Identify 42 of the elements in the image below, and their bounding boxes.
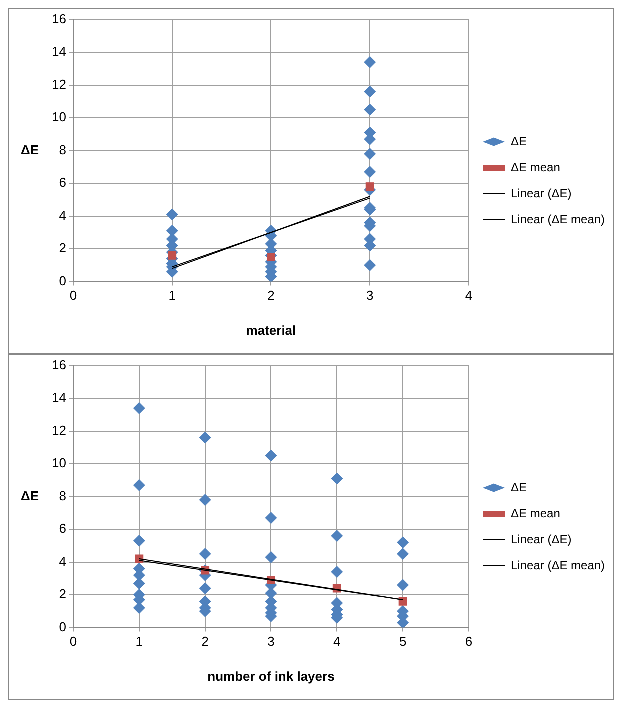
legend-label: ΔE mean xyxy=(511,506,560,520)
x-tick-label: 1 xyxy=(168,288,176,304)
y-tick-label: 16 xyxy=(52,11,66,26)
y-tick-label: 0 xyxy=(59,273,66,288)
legend-label: ΔE xyxy=(511,134,528,148)
y-tick-label: 8 xyxy=(59,488,66,504)
y-axis-title: ΔE xyxy=(21,142,40,158)
x-tick-label: 3 xyxy=(268,634,275,650)
x-tick-label: 5 xyxy=(399,634,407,650)
x-tick-label: 4 xyxy=(334,634,341,650)
legend-label: Linear (ΔE) xyxy=(511,186,572,200)
legend-label: ΔE mean xyxy=(511,160,560,174)
y-tick-label: 14 xyxy=(52,390,66,406)
y-tick-label: 10 xyxy=(52,110,66,125)
x-tick-label: 2 xyxy=(268,288,275,304)
y-tick-label: 8 xyxy=(59,142,66,158)
y-tick-label: 2 xyxy=(59,240,66,256)
x-tick-label: 4 xyxy=(465,288,473,304)
x-axis-title: number of ink layers xyxy=(208,668,335,684)
y-tick-label: 10 xyxy=(52,456,66,471)
y-tick-label: 14 xyxy=(52,44,66,60)
legend-label: Linear (ΔE mean) xyxy=(511,558,606,572)
y-axis-title: ΔE xyxy=(21,488,40,504)
y-tick-label: 12 xyxy=(52,76,66,92)
x-tick-label: 3 xyxy=(366,288,374,304)
x-tick-label: 0 xyxy=(70,634,78,650)
x-tick-label: 2 xyxy=(202,634,209,650)
x-tick-label: 6 xyxy=(465,634,473,650)
legend-label: Linear (ΔE mean) xyxy=(511,212,606,226)
y-tick-label: 12 xyxy=(52,422,66,438)
x-axis-title: material xyxy=(246,322,296,338)
y-tick-label: 4 xyxy=(59,554,66,569)
y-tick-label: 0 xyxy=(59,619,66,634)
x-tick-label: 0 xyxy=(70,288,78,304)
y-tick-label: 6 xyxy=(59,521,66,536)
y-tick-label: 4 xyxy=(59,208,66,223)
x-tick-label: 1 xyxy=(136,634,143,650)
legend-label: Linear (ΔE) xyxy=(511,532,572,546)
legend-label: ΔE xyxy=(511,480,528,494)
y-tick-label: 16 xyxy=(52,357,66,372)
y-tick-label: 2 xyxy=(59,586,66,602)
y-tick-label: 6 xyxy=(59,175,66,190)
